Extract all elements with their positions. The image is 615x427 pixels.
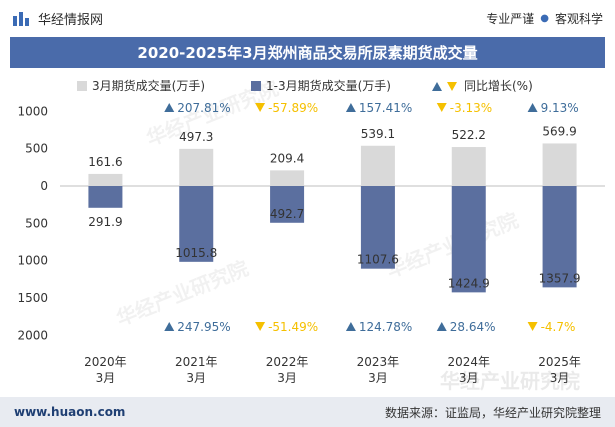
footer-source: 数据来源：证监局，华经产业研究院整理 [384,405,601,420]
chart-title-text: 2020-2025年3月郑州商品交易所尿素期货成交量 [137,44,478,62]
bar-monthly [270,170,305,186]
legend-swatch-monthly [77,81,87,91]
growth-label-cumulative: 247.95% [177,320,230,334]
x-tick-label-year: 2025年 [538,355,581,369]
data-label-cumulative: 1357.9 [539,271,581,285]
bar-cumulative [88,186,123,208]
y-tick-label: 500 [25,216,48,230]
legend-label-growth: 同比增长(%) [464,79,533,93]
y-tick-label: 1000 [17,104,48,118]
growth-down-icon [436,103,447,112]
slogan-dot-icon: ● [540,12,549,24]
growth-up-icon [164,322,175,331]
data-label-cumulative: 1107.6 [357,253,399,267]
x-tick-label-month: 3月 [550,371,570,385]
brand: 华经情报网 [12,9,103,28]
watermark: 华经产业研究院 [440,369,580,393]
x-tick-label-month: 3月 [459,371,479,385]
bar-cumulative [270,186,305,223]
growth-down-icon [527,322,538,331]
x-tick-label-month: 3月 [96,371,116,385]
data-label-cumulative: 1424.9 [448,276,490,290]
slogan-right: 客观科学 [554,11,603,26]
y-tick-label: 1000 [17,254,48,268]
legend-growth-down-icon [447,82,457,91]
x-tick-label-year: 2020年 [84,355,127,369]
growth-label-monthly: -57.89% [268,101,318,115]
bar-monthly [360,145,395,186]
legend-label-monthly: 3月期货成交量(万手) [92,78,205,93]
slogan: 专业严谨 ● 客观科学 [486,10,603,27]
footer-website[interactable]: www.huaon.com [14,405,126,419]
growth-label-cumulative: -4.7% [541,320,576,334]
data-label-monthly: 539.1 [361,127,395,141]
growth-label-cumulative: 124.78% [359,320,412,334]
data-label-monthly: 209.4 [270,151,304,165]
x-tick-label-month: 3月 [368,371,388,385]
bar-cumulative [360,186,395,269]
chart-area: 华经产业研究院华经产业研究院华经产业研究院华经产业研究院3月期货成交量(万手)1… [17,76,605,393]
growth-up-icon [527,103,538,112]
growth-up-icon [345,103,356,112]
growth-up-icon [345,322,356,331]
x-tick-label-year: 2022年 [266,355,309,369]
brand-name: 华经情报网 [38,12,104,28]
data-label-cumulative: 492.7 [270,207,304,221]
x-tick-label-month: 3月 [277,371,297,385]
bar-cumulative [451,186,486,293]
y-tick-label: 1500 [17,291,48,305]
data-label-monthly: 522.2 [452,128,486,142]
legend-swatch-cumulative [251,81,261,91]
data-label-monthly: 569.9 [542,124,576,138]
data-label-cumulative: 291.9 [88,215,122,229]
growth-label-monthly: 9.13% [541,101,579,115]
y-tick-label: 0 [40,179,48,193]
bar-cumulative [542,186,577,288]
slogan-left: 专业严谨 [486,11,535,26]
footer: www.huaon.com 数据来源：证监局，华经产业研究院整理 [0,397,615,427]
growth-label-cumulative: 28.64% [450,320,496,334]
bar-monthly [179,148,214,186]
bar-monthly [88,173,123,186]
x-tick-label-year: 2024年 [447,355,490,369]
y-tick-label: 2000 [17,328,48,342]
x-tick-label-month: 3月 [186,371,206,385]
bar-chart-logo-icon [13,12,29,26]
growth-label-monthly: -3.13% [450,101,492,115]
growth-up-icon [164,103,175,112]
chart-title: 2020-2025年3月郑州商品交易所尿素期货成交量 [10,37,605,68]
growth-label-cumulative: -51.49% [268,320,318,334]
y-tick-label: 500 [25,142,48,156]
bar-cumulative [179,186,214,262]
legend-growth-up-icon [432,82,442,91]
legend-label-cumulative: 1-3月期货成交量(万手) [266,78,391,93]
data-label-monthly: 497.3 [179,130,213,144]
growth-label-monthly: 157.41% [359,101,412,115]
growth-up-icon [436,322,447,331]
top-bar: 华经情报网 专业严谨 ● 客观科学 [0,0,615,36]
data-label-monthly: 161.6 [88,155,122,169]
growth-down-icon [255,322,266,331]
x-tick-label-year: 2021年 [175,355,218,369]
growth-down-icon [255,103,266,112]
bar-monthly [451,147,486,186]
x-tick-label-year: 2023年 [357,355,400,369]
growth-label-monthly: 207.81% [177,101,230,115]
bar-monthly [542,143,577,186]
data-label-cumulative: 1015.8 [175,246,217,260]
